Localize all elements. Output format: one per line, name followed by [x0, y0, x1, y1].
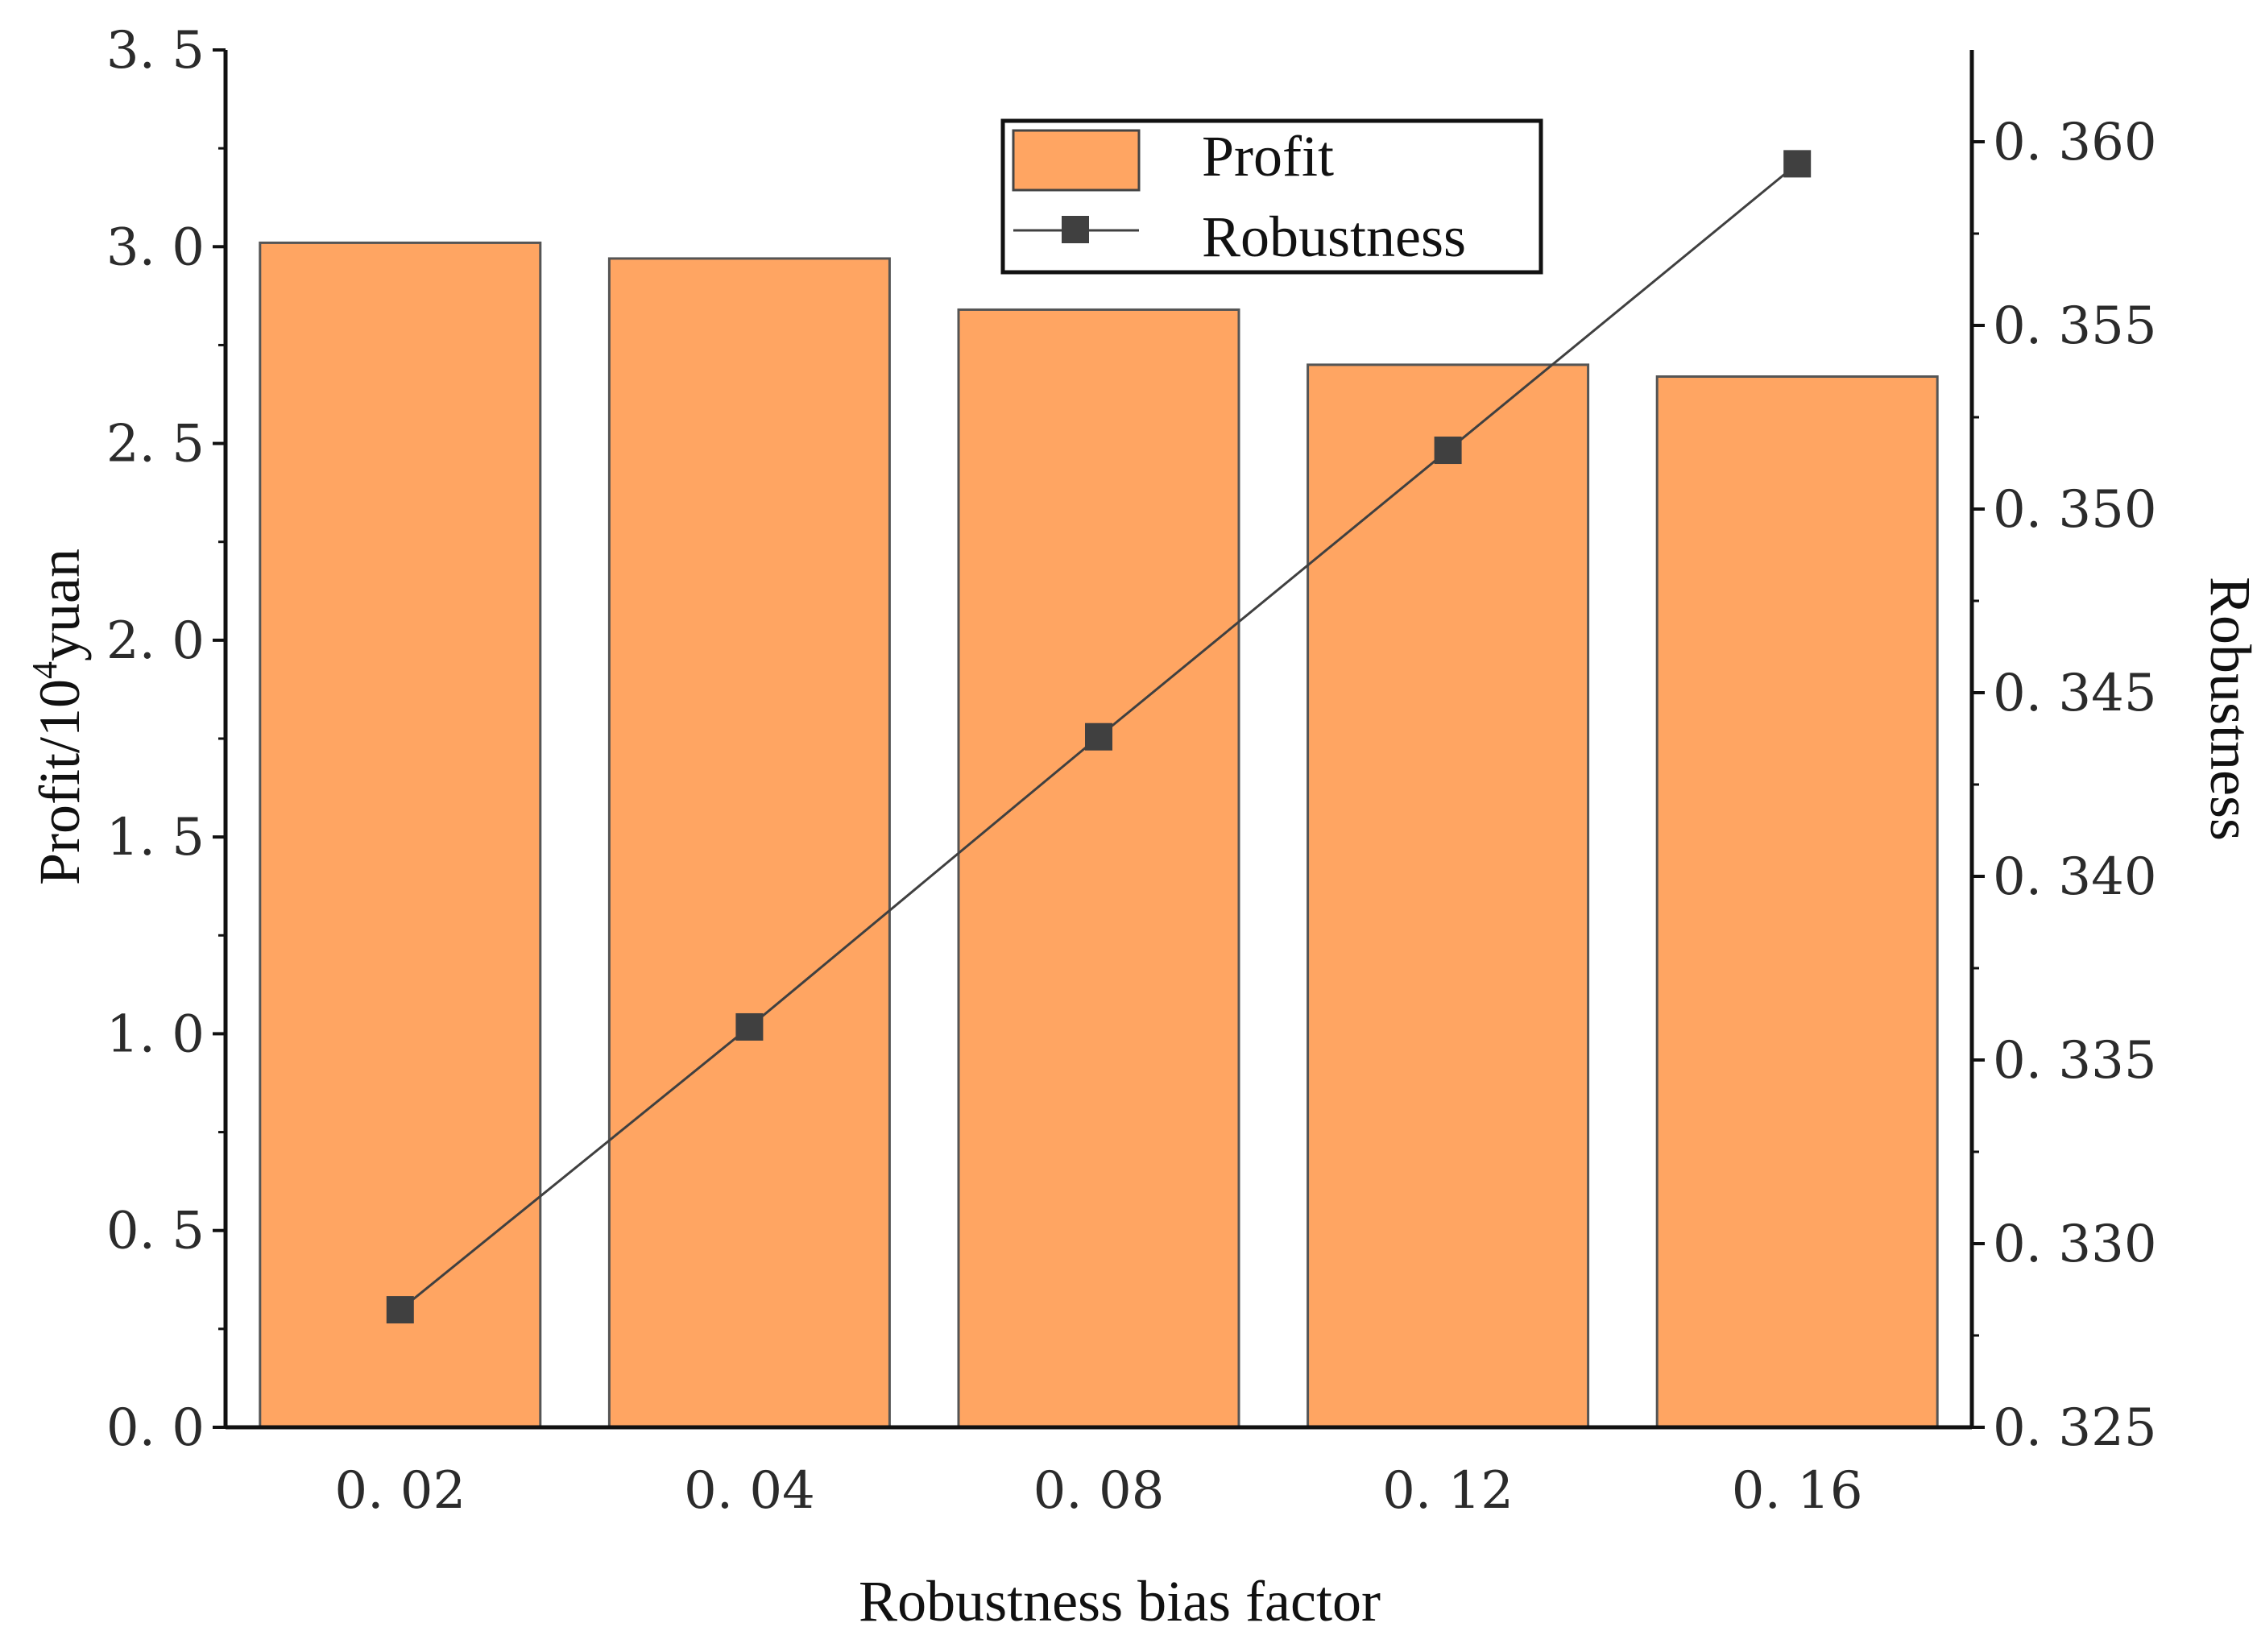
robustness-marker-3	[1085, 722, 1112, 751]
robustness-marker-1	[386, 1296, 414, 1324]
y-left-tick-label-7: 3. 5	[106, 21, 205, 81]
y-right-tick-label-0: 0. 325	[1993, 1398, 2157, 1458]
robustness-marker-2	[735, 1012, 764, 1041]
y-right-tick-label-2: 0. 335	[1993, 1031, 2157, 1091]
y-left-tick-label-5: 2. 5	[106, 415, 205, 474]
y-axis-left-title-sup: 4	[25, 661, 64, 679]
y-right-tick-label-4: 0. 345	[1993, 664, 2157, 723]
y-left-tick-label-4: 2. 0	[106, 611, 205, 671]
legend-swatch-profit	[1012, 129, 1141, 192]
y-left-tick-label-0: 0. 0	[106, 1398, 205, 1458]
line-series	[386, 150, 1812, 1324]
bar-3	[957, 308, 1240, 1429]
y-right-tick-label-7: 0. 360	[1993, 113, 2157, 172]
x-tick-label-3: 0. 08	[1033, 1461, 1165, 1521]
y-left-tick-label-6: 3. 0	[106, 217, 205, 277]
x-tick-label-2: 0. 04	[684, 1461, 815, 1521]
robustness-marker-5	[1783, 150, 1812, 178]
bar-4	[1307, 363, 1590, 1429]
x-axis-title: Robustness bias factor	[859, 1569, 1381, 1633]
y-axis-left-title-post: yuan	[27, 549, 92, 661]
x-tick-label-5: 0. 16	[1732, 1461, 1863, 1521]
y-axis-left-title-pre: Profit/10	[27, 679, 92, 885]
y-left-tick-label-2: 1. 0	[106, 1004, 205, 1064]
y-left-tick-label-3: 1. 5	[106, 808, 205, 867]
bar-2	[607, 257, 891, 1429]
y-left-tick-label-1: 0. 5	[106, 1202, 205, 1261]
bar-5	[1655, 375, 1939, 1429]
axes: 0. 0 0. 5 1. 0 1. 5 2. 0 2. 5 3. 0 3. 5 0. 325 0.…	[106, 21, 2157, 1521]
y-right-tick-label-5: 0. 350	[1993, 480, 2157, 540]
y-axis-right-title: Robustness	[2198, 577, 2257, 841]
y-right-tick-label-1: 0. 330	[1993, 1215, 2157, 1274]
legend-label-profit: Profit	[1202, 124, 1334, 188]
bar-group	[259, 241, 1939, 1429]
legend: Profit Robustness	[1000, 118, 1543, 275]
y-right-tick-label-6: 0. 355	[1993, 296, 2157, 356]
x-tick-label-4: 0. 12	[1382, 1461, 1514, 1521]
bar-1	[259, 241, 542, 1429]
legend-swatch-robustness-marker	[1062, 216, 1089, 243]
robustness-marker-4	[1434, 437, 1462, 465]
x-tick-label-1: 0. 02	[334, 1461, 466, 1521]
legend-label-robustness: Robustness	[1202, 205, 1466, 269]
y-axis-left-title: Profit/104yuan	[25, 549, 92, 885]
y-right-tick-label-3: 0. 340	[1993, 847, 2157, 907]
